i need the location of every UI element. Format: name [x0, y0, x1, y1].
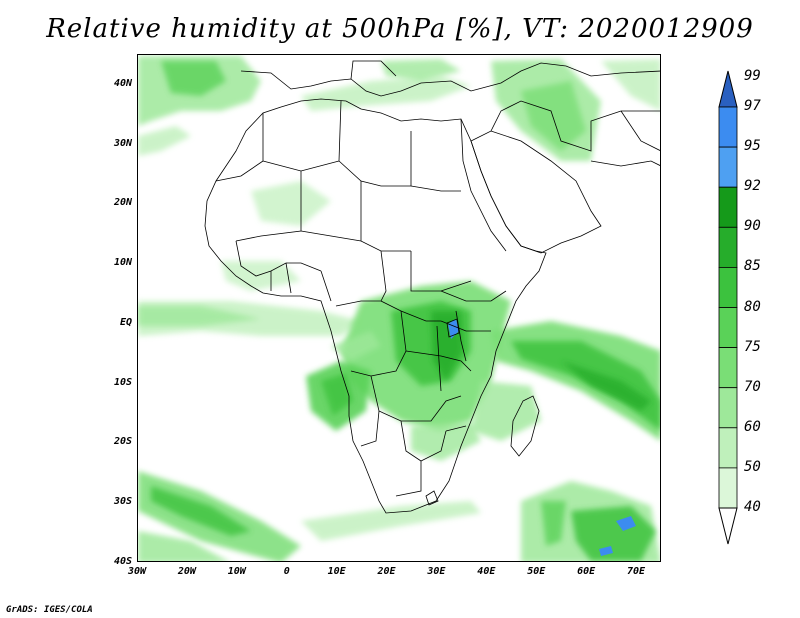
lon-label: 20W	[177, 566, 196, 577]
colorbar-label: 50	[744, 458, 761, 475]
colorbar-label: 92	[744, 178, 761, 195]
lat-label: 40S	[113, 556, 132, 567]
lat-label: 30S	[113, 496, 132, 508]
lat-label: EQ	[119, 316, 132, 328]
humidity-peak-southeast	[616, 516, 636, 531]
colorbar-swatch	[718, 467, 738, 509]
humidity-field	[138, 56, 660, 561]
colorbar-label: 99	[744, 68, 761, 84]
colorbar-swatch	[718, 347, 738, 389]
colorbar-swatch	[718, 427, 738, 469]
colorbar-swatch	[718, 226, 738, 268]
coastlines	[204, 60, 660, 514]
madagascar-coastline	[510, 395, 540, 457]
lon-label: 50E	[527, 566, 546, 577]
map-panel	[137, 54, 661, 562]
lon-label: 10E	[327, 566, 346, 577]
humidity-map	[138, 56, 660, 561]
colorbar-label: 40	[744, 499, 761, 515]
humidity-peak-lake-victoria	[448, 319, 459, 339]
colorbar-swatch	[718, 186, 738, 228]
lon-label: 0	[283, 566, 290, 577]
colorbar-label: 95	[744, 138, 761, 155]
arabia-coastline	[470, 130, 602, 254]
lon-label: 30E	[427, 566, 446, 577]
lon-label: 20E	[377, 566, 396, 577]
colorbar-swatch	[718, 307, 738, 348]
lat-label: 10S	[113, 376, 132, 388]
colorbar-label: 70	[744, 378, 761, 395]
colorbar-swatch	[718, 266, 738, 308]
lon-label: 70E	[627, 566, 646, 577]
colorbar-label: 85	[744, 258, 761, 275]
colorbar-label: 90	[744, 218, 761, 235]
africa-coastline	[204, 98, 547, 514]
colorbar-swatch	[718, 106, 738, 148]
lat-label: 20S	[113, 436, 132, 448]
colorbar-swatch	[718, 387, 738, 429]
lat-label: 10N	[113, 257, 132, 269]
europe-coastline	[240, 62, 660, 97]
footer-credit: GrADS: IGES/COLA	[6, 605, 93, 615]
colorbar-label: 75	[744, 338, 761, 355]
lon-label: 60E	[577, 566, 596, 577]
lon-label: 10W	[227, 566, 246, 577]
lat-label: 30N	[113, 137, 132, 149]
colorbar-bottom-arrow	[718, 507, 738, 545]
lon-label: 40E	[477, 566, 496, 577]
lat-label: 20N	[113, 197, 132, 209]
colorbar-label: 97	[744, 98, 761, 114]
humidity-area-mediterranean	[301, 76, 471, 111]
colorbar-top-arrow	[718, 70, 738, 108]
colorbar-label: 80	[744, 298, 761, 315]
lon-label: 30W	[127, 566, 147, 577]
lat-label: 40N	[113, 77, 132, 89]
colorbar-swatch	[718, 146, 738, 188]
chart-title: Relative humidity at 500hPa [%], VT: 202…	[46, 14, 754, 44]
colorbar-label: 60	[744, 418, 761, 435]
colorbar	[718, 70, 738, 545]
